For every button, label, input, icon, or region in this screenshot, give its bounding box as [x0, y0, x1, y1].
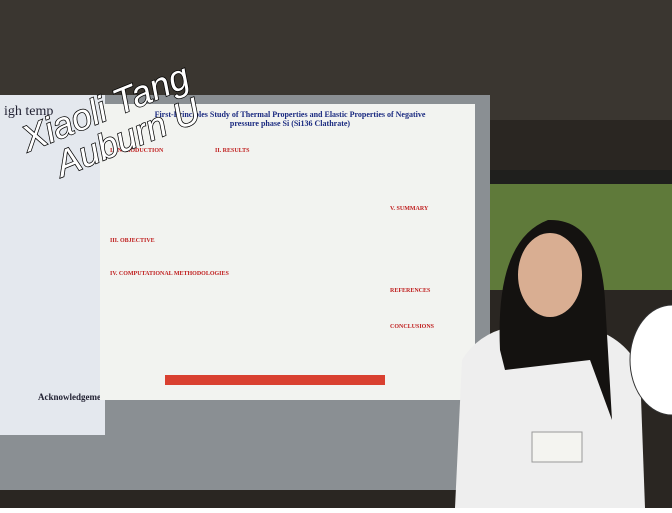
poster-bar	[165, 375, 385, 385]
poster-headings: I. INTRODUCTION II. RESULTS III. OBJECTIVE…	[110, 148, 435, 330]
poster-heading: III. OBJECTIVE	[110, 238, 155, 244]
poster-title: First-Principles Study of Thermal Proper…	[154, 110, 426, 128]
left-poster	[0, 95, 105, 435]
name-badge	[531, 431, 583, 463]
person-face	[518, 233, 582, 317]
main-poster	[100, 104, 475, 400]
poster-heading: IV. COMPUTATIONAL METHODOLOGIES	[110, 271, 230, 277]
poster-heading: II. RESULTS	[215, 148, 250, 154]
poster-heading: REFERENCES	[390, 288, 431, 294]
left-poster-title: igh temp	[4, 104, 53, 119]
window-frame	[485, 170, 672, 184]
poster-heading: V. SUMMARY	[390, 206, 429, 212]
left-poster-footer: Acknowledgement	[38, 392, 109, 402]
poster-title-box: First-Principles Study of Thermal Proper…	[154, 110, 426, 128]
poster-heading: I. INTRODUCTION	[110, 148, 164, 154]
speech-bubble	[629, 304, 672, 416]
poster-heading: CONCLUSIONS	[390, 324, 435, 330]
